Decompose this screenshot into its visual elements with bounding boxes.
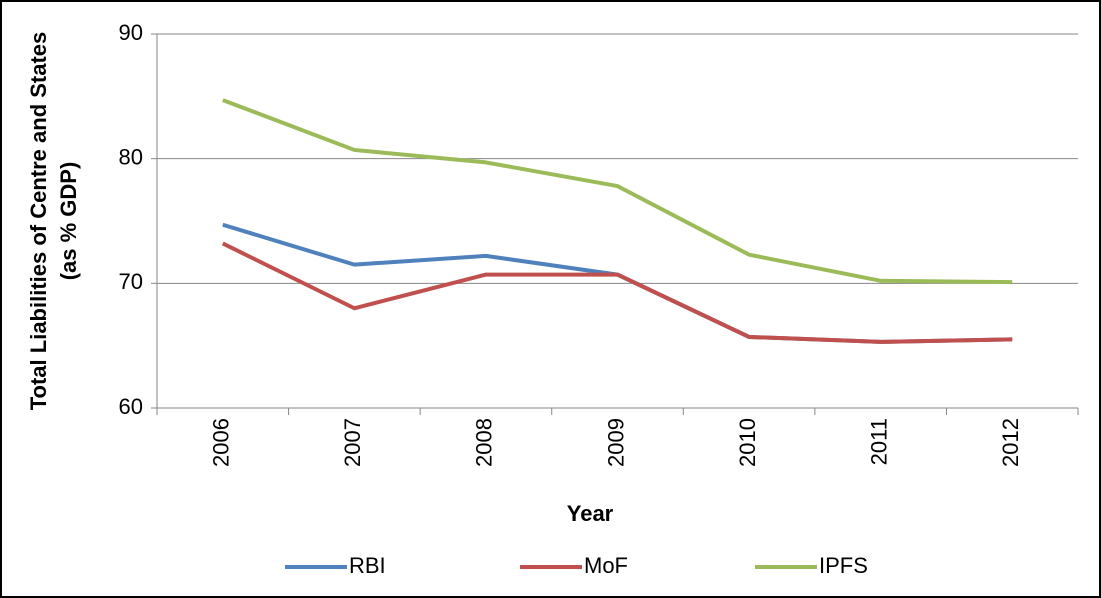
x-tick-label: 2010 — [735, 418, 760, 467]
x-tick-label: 2008 — [472, 418, 497, 467]
x-tick-label: 2011 — [866, 418, 891, 465]
y-tick-label: 60 — [119, 394, 143, 419]
legend-label: RBI — [349, 553, 386, 578]
y-tick-label: 90 — [119, 20, 143, 45]
x-axis-title: Year — [567, 501, 614, 526]
legend-label: IPFS — [819, 553, 868, 578]
x-tick-label: 2006 — [209, 418, 234, 467]
y-tick-label: 80 — [119, 144, 143, 169]
line-series — [222, 98, 1013, 285]
x-tick-label: 2012 — [998, 418, 1023, 467]
legend-label: MoF — [584, 553, 628, 578]
y-axis-title: Total Liabilities of Centre and States — [26, 32, 51, 411]
x-tick-label: 2007 — [340, 418, 365, 467]
line-series — [221, 241, 1013, 344]
x-tick-label: 2009 — [603, 418, 628, 467]
y-tick-label: 70 — [119, 269, 143, 294]
y-axis-title: (as % GDP) — [56, 162, 81, 281]
